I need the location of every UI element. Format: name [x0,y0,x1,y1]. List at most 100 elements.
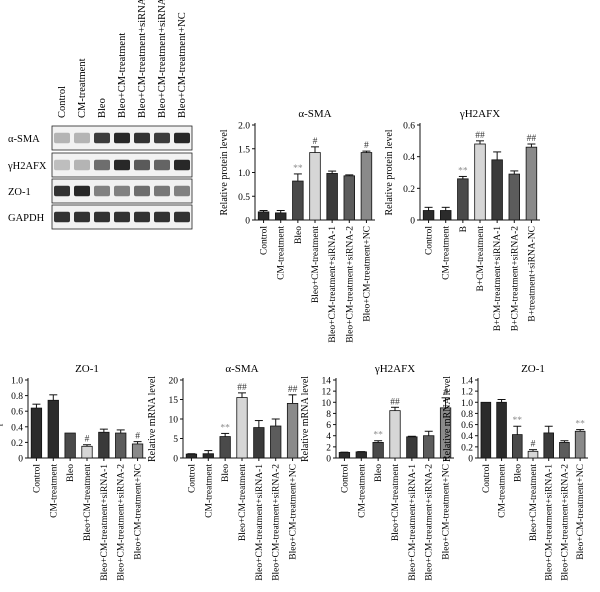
y-tick-label: 0 [468,455,473,465]
bar [81,445,93,459]
x-tick-label: CM-treatment [204,464,214,518]
y-tick-label: 10 [169,416,179,426]
significance-mark: # [531,440,536,450]
blot-band [134,132,150,144]
y-tick-label: 1.4 [461,377,473,387]
chart-title: γH2AFX [459,108,500,120]
significance-mark: ## [475,131,485,141]
blot-band [154,159,170,171]
y-axis-label: Relative mRNA level [300,376,311,462]
bar-chart: γH2AFX Relative protein level 0 0.2 0.4 0.6 Co… [384,108,540,331]
bar [236,397,248,459]
x-tick-label: Bleo+CM-treatment+NC [362,226,372,322]
bar [98,431,110,459]
x-tick-label: Bleo+CM-treatment [83,464,93,541]
blot-band [114,159,130,171]
significance-mark: ** [373,431,383,441]
blot-band [54,159,70,171]
bar [389,410,401,459]
y-tick-label: 1.0 [461,399,473,409]
y-tick-label: 0.6 [403,122,415,132]
bar-chart: α-SMA Relative mRNA level 0 5 10 15 20 Control C… [147,363,301,581]
blot-lane-label: Bleo [97,98,108,118]
chart-title: α-SMA [298,108,331,120]
bar [292,180,304,221]
y-tick-label: 1.0 [11,377,23,387]
x-tick-label: Bleo+CM-treatment+NC [289,464,299,560]
x-tick-label: Bleo+CM-treatment+siRNA-2 [345,226,355,343]
blot-band [54,185,70,197]
y-tick-label: 0.2 [403,185,415,195]
x-tick-label: Bleo+CM-treatment+NC [576,464,586,560]
x-tick-label: CM-treatment [277,226,287,280]
x-tick-label: B+treatment+siRNA-NC [527,226,537,322]
significance-mark: ** [575,420,585,430]
chart-title: ZO-1 [521,363,545,375]
y-tick-label: 0.4 [11,423,23,433]
bar [309,152,321,221]
blot-band [134,211,150,223]
y-tick-label: 20 [169,377,179,387]
western-blot: Control CM-treatment Bleo Bleo+CM-treatment… [7,0,193,230]
blot-band [154,132,170,144]
bar [406,436,418,459]
significance-mark: # [135,432,140,442]
bar-chart: α-SMA Relative protein level 0 0.5 1.0 1.5 2.0… [219,108,375,343]
bar [219,436,231,459]
bar [286,402,299,459]
y-axis-label: Relative protein level [0,376,3,462]
x-tick-label: Bleo+CM-treatment [311,226,321,303]
significance-mark: # [364,141,369,151]
x-tick-label: B+CM-treatment [476,226,486,292]
x-tick-label: Bleo+CM-treatment+NC [442,464,452,560]
significance-mark: ## [527,134,537,144]
x-tick-label: Bleo+CM-treatment+siRNA-1 [328,226,338,343]
blot-band [74,185,90,197]
x-tick-label: Bleo+CM-treatment+siRNA-1 [255,464,265,581]
y-tick-label: 0.8 [11,392,23,402]
x-tick-label: Bleo+CM-treatment+siRNA-1 [408,464,418,581]
y-tick-label: 2.0 [238,122,250,132]
x-tick-label: Bleo [66,464,76,482]
y-tick-label: 0.5 [238,193,250,203]
bar [474,143,486,221]
blot-lane-label: Bleo+CM-treatment [117,33,128,118]
bar [202,453,214,459]
bar [439,210,452,221]
blot-band [74,211,90,223]
significance-mark: ** [513,416,523,426]
significance-mark: # [85,435,90,445]
blot-band [174,132,190,144]
blot-band [174,185,190,197]
x-tick-label: Bleo+CM-treatment+siRNA-2 [560,464,570,581]
x-tick-label: CM-treatment [442,226,452,280]
significance-mark: # [313,137,318,147]
x-tick-label: Bleo+CM-treatment+siRNA-1 [100,464,110,581]
x-tick-label: Control [32,464,42,493]
x-tick-label: CM-treatment [498,464,508,518]
significance-mark: # [443,388,448,398]
blot-band [154,185,170,197]
significance-mark: ** [293,164,303,174]
bar [422,210,435,221]
blot-band [114,211,130,223]
bar [30,407,43,459]
x-tick-label: B [459,226,469,232]
bar [131,443,144,459]
blot-band [174,211,190,223]
blot-band [94,185,110,197]
y-axis-label: Relative protein level [219,129,230,215]
bar [343,175,356,221]
y-tick-label: 0 [326,455,331,465]
x-tick-label: CM-treatment [49,464,59,518]
x-tick-label: Bleo+CM-treatment [391,464,401,541]
y-tick-label: 5 [173,435,178,445]
x-tick-label: B+CM-treatment+siRNA-1 [493,226,503,331]
bar [355,451,367,459]
bar [47,399,59,459]
y-axis-label: Relative mRNA level [147,376,158,462]
bar [185,453,198,459]
blot-band [114,132,130,144]
